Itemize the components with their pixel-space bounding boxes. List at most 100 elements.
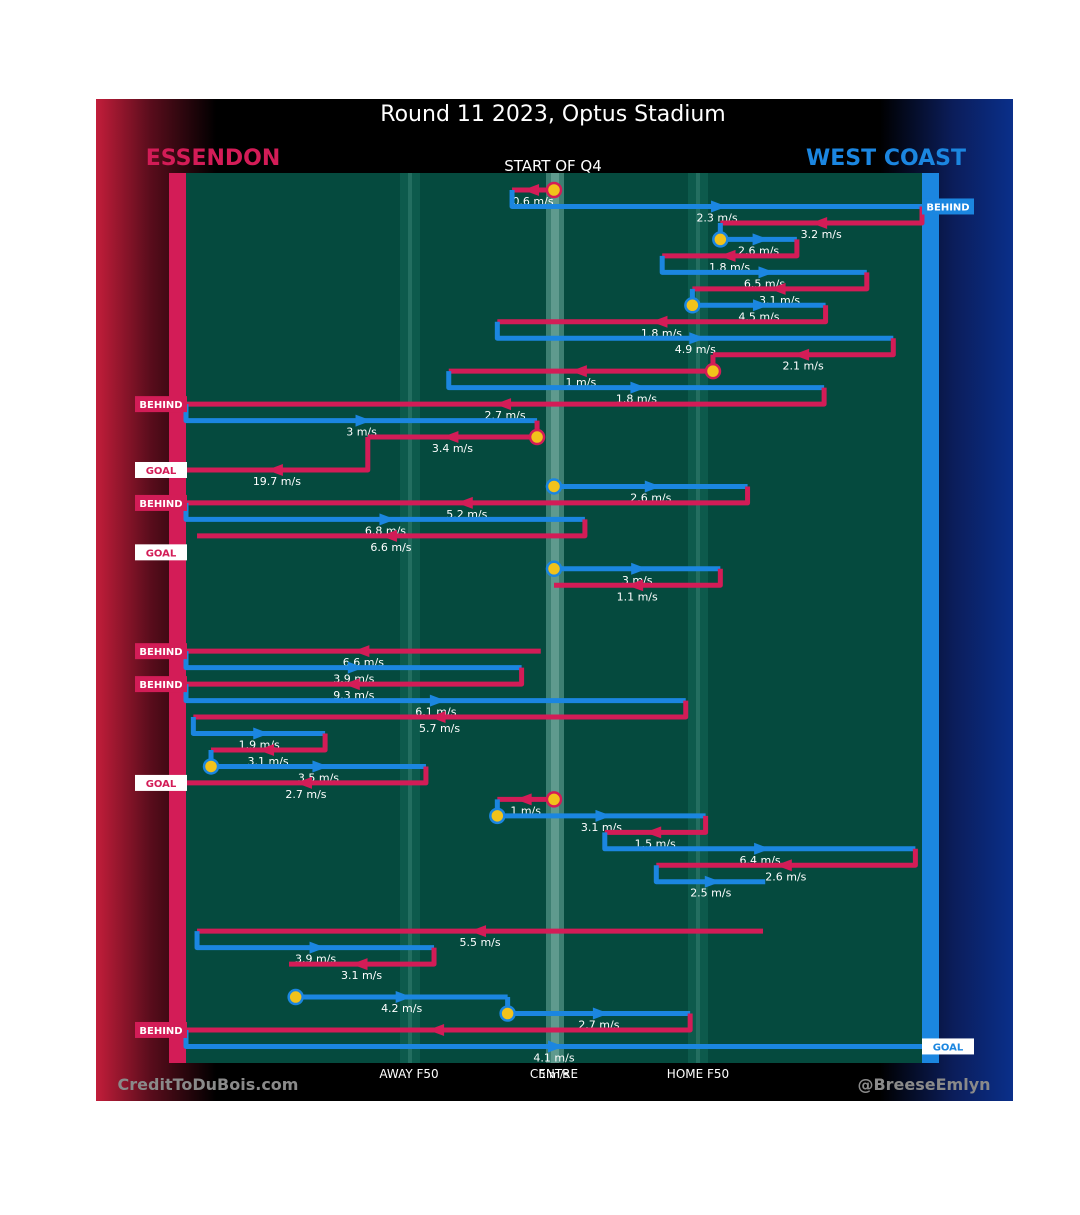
chain-direction-arrow: [495, 398, 512, 411]
speed-label: 3.1 m/s: [341, 969, 382, 982]
credit-left: CreditToDuBois.com: [118, 1075, 299, 1094]
score-label: BEHIND: [139, 1026, 182, 1037]
speed-label: 2.6 m/s: [765, 870, 806, 883]
speed-label: 5 m/s: [539, 1068, 570, 1081]
stoppage-marker: [704, 362, 722, 380]
behind-badge: [135, 494, 187, 511]
chain-direction-arrow: [719, 249, 736, 262]
chain-segment: [656, 848, 918, 868]
chain-direction-arrow: [811, 216, 828, 229]
score-label: GOAL: [146, 779, 177, 790]
stoppage-marker: [545, 478, 563, 495]
chain-segment: [692, 272, 870, 292]
chain-direction-arrow: [470, 925, 487, 938]
speed-label: 2.5 m/s: [690, 887, 731, 900]
speed-label: 19.7 m/s: [253, 475, 301, 488]
chain-segment: [186, 437, 371, 473]
speed-label: 4.9 m/s: [675, 343, 716, 356]
stoppage-marker: [528, 428, 546, 446]
centre-band-core: [551, 173, 559, 1063]
speed-label: 2.7 m/s: [285, 788, 326, 801]
chain-segment: [662, 239, 800, 259]
chain-direction-arrow: [428, 1023, 445, 1036]
speed-label: 5.5 m/s: [459, 936, 500, 949]
chain-direction-arrow: [442, 431, 459, 444]
chain-direction-arrow: [355, 414, 372, 427]
chain-segment: [446, 371, 825, 391]
speed-label: 3.2 m/s: [801, 228, 842, 241]
chain-direction-arrow: [266, 463, 283, 476]
chain-direction-arrow: [644, 480, 661, 493]
chain-segment: [197, 519, 588, 539]
chain-segment: [712, 338, 896, 358]
speed-label: 6.6 m/s: [370, 541, 411, 554]
chain-direction-arrow: [651, 315, 668, 328]
away-f50-line-core: [408, 173, 412, 1063]
speed-label: 4.2 m/s: [381, 1002, 422, 1015]
behind-badge: [135, 676, 187, 693]
stoppage-marker: [712, 231, 729, 248]
chain-direction-arrow: [380, 529, 397, 542]
chain-segment: [604, 815, 709, 835]
chain-direction-arrow: [752, 233, 769, 246]
chain-direction-arrow: [379, 513, 396, 526]
score-label: GOAL: [146, 548, 177, 559]
chain-direction-arrow: [515, 793, 532, 806]
chain-segment: [653, 865, 766, 885]
goal-badge: [135, 461, 187, 478]
chain-direction-arrow: [758, 266, 775, 279]
chain-direction-arrow: [752, 299, 769, 312]
stoppage-marker: [202, 758, 220, 775]
speed-label: 4.1 m/s: [533, 1051, 574, 1064]
chain-direction-arrow: [429, 711, 446, 724]
chain-segment: [602, 832, 916, 852]
left-team-name: ESSENDON: [146, 146, 281, 171]
axis-label-away-f50: AWAY F50: [379, 1067, 438, 1081]
chain-direction-arrow: [645, 826, 662, 839]
possession-chains: 0.6 m/s2.3 m/s3.2 m/s2.6 m/s1.8 m/s6.5 m…: [183, 181, 925, 1081]
score-label: BEHIND: [926, 202, 969, 213]
chain-segment: [659, 255, 867, 275]
behind-badge: [922, 198, 974, 215]
chain-direction-arrow: [704, 875, 721, 888]
stoppage-marker: [545, 560, 563, 578]
chain-segment: [186, 766, 429, 786]
chain-segment: [289, 947, 437, 967]
behind-badge: [135, 1021, 187, 1038]
stoppage-marker: [545, 791, 563, 808]
axis-label-centre: CENTRE: [530, 1067, 578, 1081]
chain-segment: [194, 931, 435, 951]
chain-direction-arrow: [456, 496, 473, 509]
axis-label-home-f50: HOME F50: [667, 1067, 729, 1081]
chain-direction-arrow: [258, 743, 275, 756]
chain-direction-arrow: [570, 365, 587, 378]
score-label: GOAL: [146, 466, 177, 477]
stoppage-marker: [499, 1005, 516, 1022]
credit-right: @BreeseEmlyn: [857, 1075, 990, 1094]
score-label: BEHIND: [139, 680, 182, 691]
speed-label: 5.7 m/s: [419, 722, 460, 735]
chain-direction-arrow: [631, 562, 648, 575]
stoppage-marker: [545, 181, 563, 199]
goal-badge: [135, 544, 187, 561]
chain-direction-arrow: [689, 332, 706, 345]
chain-direction-arrow: [592, 1007, 609, 1020]
chain-segment: [509, 190, 922, 209]
score-label: GOAL: [933, 1042, 964, 1053]
chain-direction-arrow: [312, 760, 329, 773]
chain-direction-arrow: [548, 1040, 564, 1053]
chain-segment: [554, 568, 723, 588]
chain-direction-arrow: [754, 842, 771, 855]
chain-direction-arrow: [295, 776, 312, 789]
chain-direction-arrow: [627, 579, 644, 592]
behind-badge: [135, 396, 187, 413]
chain-segment: [193, 700, 689, 720]
speed-label: 1.1 m/s: [617, 590, 658, 603]
chain-direction-arrow: [353, 645, 370, 658]
chain-direction-arrow: [309, 941, 326, 954]
chain-direction-arrow: [347, 661, 364, 674]
stoppage-marker: [489, 807, 506, 825]
chain-direction-arrow: [630, 381, 647, 394]
home-f50-line-core: [696, 173, 700, 1063]
chain-direction-arrow: [523, 184, 540, 196]
